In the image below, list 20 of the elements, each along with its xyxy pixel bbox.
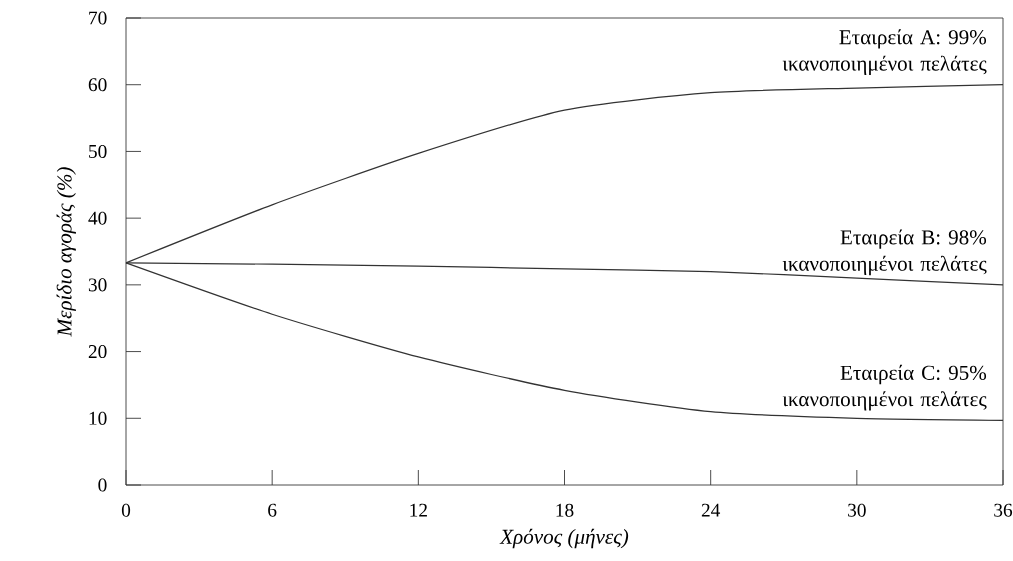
x-tick-label: 0 [121, 503, 131, 517]
x-tick-label: 24 [701, 503, 721, 517]
y-tick-label: 30 [88, 278, 107, 292]
x-tick-label: 30 [848, 503, 866, 517]
y-tick-label: 70 [89, 11, 107, 25]
x-tick-label: 12 [410, 503, 427, 517]
y-tick-label: 0 [98, 478, 107, 492]
series-label: Εταιρεία B: 98% ικανοποιημένοι πελάτες [782, 229, 987, 276]
y-axis-title: Μερίδιο αγοράς (%) [56, 167, 76, 337]
x-axis-title: Χρόνος (μήνες) [499, 528, 629, 549]
y-tick-label: 60 [88, 78, 107, 92]
x-tick-label: 6 [268, 503, 277, 517]
series-label: Εταιρεία A: 99% ικανοποιημένοι πελάτες [782, 29, 987, 75]
y-tick-label: 50 [89, 144, 107, 158]
y-tick-label: 40 [88, 211, 107, 225]
x-tick-label: 36 [994, 503, 1013, 517]
series-label: Εταιρεία C: 95% ικανοποιημένοι πελάτες [782, 364, 987, 411]
x-tick-label: 18 [556, 503, 574, 517]
y-tick-label: 20 [88, 345, 107, 359]
y-tick-label: 10 [89, 411, 107, 425]
